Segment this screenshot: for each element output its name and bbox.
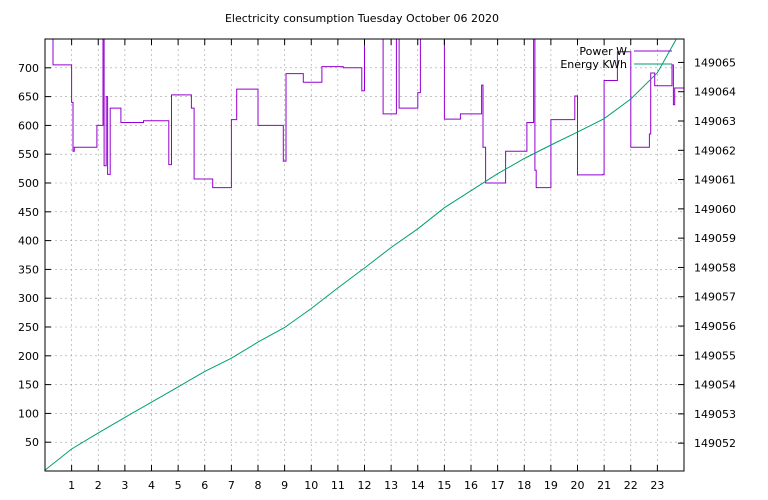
y-tick-label: 700 (18, 62, 39, 75)
y2-tick-label: 149058 (694, 261, 736, 274)
x-tick-label: 23 (650, 479, 664, 492)
y-tick-label: 100 (18, 407, 39, 420)
x-tick-label: 17 (491, 479, 505, 492)
y-tick-label: 50 (25, 436, 39, 449)
x-tick-label: 18 (517, 479, 531, 492)
y-tick-label: 500 (18, 177, 39, 190)
x-tick-label: 11 (331, 479, 345, 492)
x-tick-label: 14 (411, 479, 425, 492)
x-tick-label: 1 (68, 479, 75, 492)
y2-tick-label: 149052 (694, 437, 736, 450)
x-tick-label: 20 (571, 479, 585, 492)
series-line-power-w (52, 39, 684, 189)
y-tick-label: 450 (18, 206, 39, 219)
x-tick-label: 19 (544, 479, 558, 492)
series-line-energy-kwh (45, 39, 677, 471)
x-tick-label: 22 (624, 479, 638, 492)
plot-frame (44, 38, 685, 472)
x-tick-label: 5 (175, 479, 182, 492)
y-tick-label: 650 (18, 91, 39, 104)
y-tick-label: 300 (18, 292, 39, 305)
x-tick-label: 10 (304, 479, 318, 492)
y-tick-label: 350 (18, 263, 39, 276)
y-tick-label: 250 (18, 321, 39, 334)
y2-tick-label: 149053 (694, 408, 736, 421)
x-tick-label: 2 (95, 479, 102, 492)
y2-tick-label: 149061 (694, 174, 736, 187)
grid-lines (45, 39, 684, 471)
y2-tick-label: 149059 (694, 232, 736, 245)
y2-tick-label: 149065 (694, 56, 736, 69)
legend-label: Power W (579, 45, 627, 58)
y2-tick-label: 149064 (694, 86, 736, 99)
x-tick-label: 16 (464, 479, 478, 492)
axes: 1 2 3 4 5 6 7 8 9 10 11 12 13 14 15 16 17 18 19 20 21 22 23501… (18, 38, 736, 492)
x-tick-label: 12 (358, 479, 372, 492)
y2-tick-label: 149054 (694, 379, 736, 392)
x-tick-label: 8 (255, 479, 262, 492)
y-tick-label: 150 (18, 379, 39, 392)
chart-title: Electricity consumption Tuesday October … (225, 12, 499, 25)
x-tick-label: 6 (201, 479, 208, 492)
y-tick-label: 600 (18, 119, 39, 132)
y-tick-label: 400 (18, 235, 39, 248)
y2-tick-label: 149063 (694, 115, 736, 128)
legend-label: Energy KWh (560, 58, 627, 71)
y2-tick-label: 149056 (694, 320, 736, 333)
y2-tick-label: 149055 (694, 349, 736, 362)
y-tick-label: 200 (18, 350, 39, 363)
series-layer (45, 39, 684, 471)
x-tick-label: 21 (597, 479, 611, 492)
x-tick-label: 4 (148, 479, 155, 492)
y-tick-label: 550 (18, 148, 39, 161)
y2-tick-label: 149060 (694, 203, 736, 216)
y2-tick-label: 149057 (694, 291, 736, 304)
x-tick-label: 13 (384, 479, 398, 492)
x-tick-label: 7 (228, 479, 235, 492)
x-tick-label: 15 (437, 479, 451, 492)
y2-tick-label: 149062 (694, 144, 736, 157)
x-tick-label: 9 (281, 479, 288, 492)
x-tick-label: 3 (121, 479, 128, 492)
